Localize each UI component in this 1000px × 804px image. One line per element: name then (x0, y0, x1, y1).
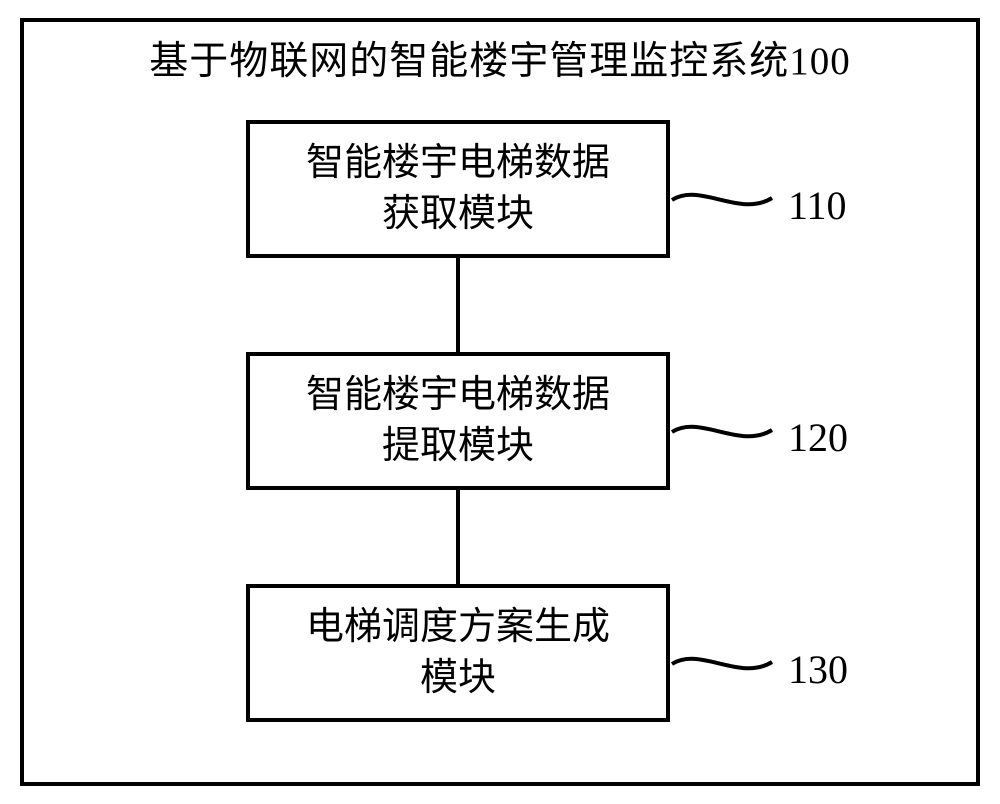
tilde-120 (672, 427, 772, 436)
tilde-130 (672, 659, 772, 668)
connectors-svg (0, 0, 1000, 804)
tilde-110 (672, 195, 772, 204)
